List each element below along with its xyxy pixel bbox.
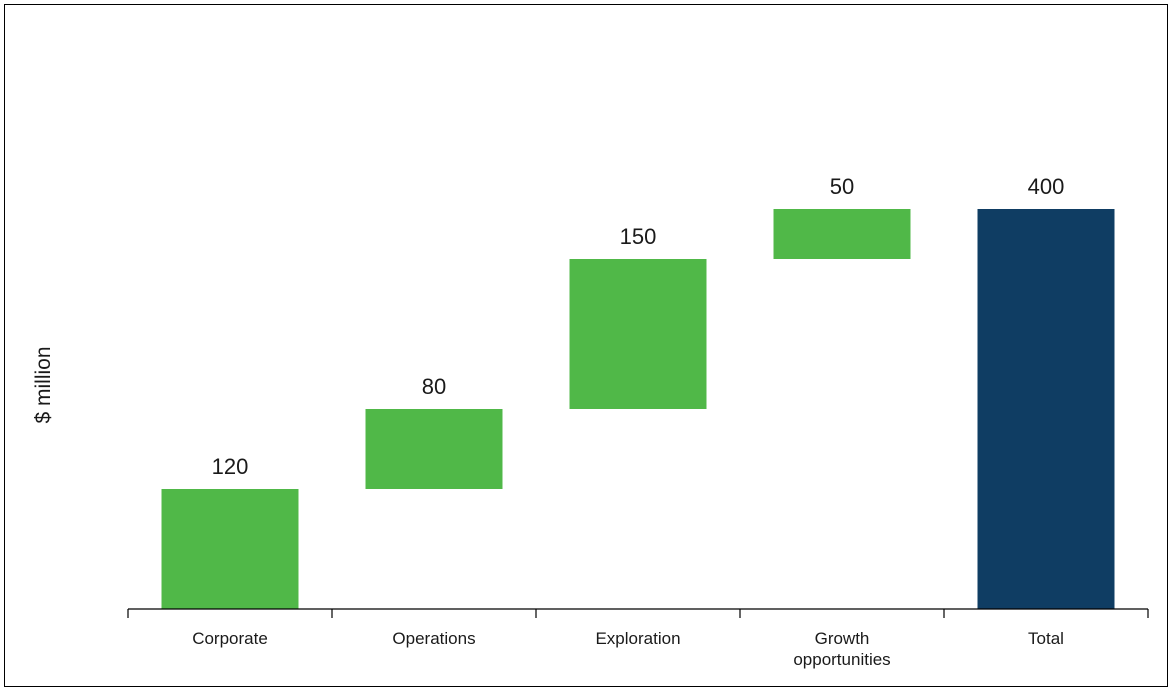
waterfall-chart: 120 80 150 50 400 Corporate Operations Explora… <box>32 174 1149 669</box>
bars-group <box>161 209 1115 609</box>
data-label: 120 <box>212 454 249 479</box>
value-labels-group: 120 80 150 50 400 <box>212 174 1065 479</box>
x-tick-label: Operations <box>392 629 475 648</box>
data-label: 80 <box>422 374 446 399</box>
data-label: 400 <box>1028 174 1065 199</box>
x-tick-label: Total <box>1028 629 1064 648</box>
y-axis-label: $ million <box>32 346 55 423</box>
x-axis <box>127 608 1149 618</box>
x-tick-label: opportunities <box>793 650 890 669</box>
x-tick-labels-group: Corporate Operations Exploration Growth oppo… <box>192 629 1064 669</box>
data-label: 50 <box>830 174 854 199</box>
bar-growth-opportunities <box>773 209 911 259</box>
x-tick-label: Growth <box>815 629 870 648</box>
bar-operations <box>365 409 503 489</box>
x-tick-label: Corporate <box>192 629 268 648</box>
bar-corporate <box>161 489 299 609</box>
bar-exploration <box>569 259 707 409</box>
x-tick-label: Exploration <box>595 629 680 648</box>
data-label: 150 <box>620 224 657 249</box>
chart-frame: 120 80 150 50 400 Corporate Operations Explora… <box>4 4 1168 687</box>
bar-total <box>977 209 1115 609</box>
